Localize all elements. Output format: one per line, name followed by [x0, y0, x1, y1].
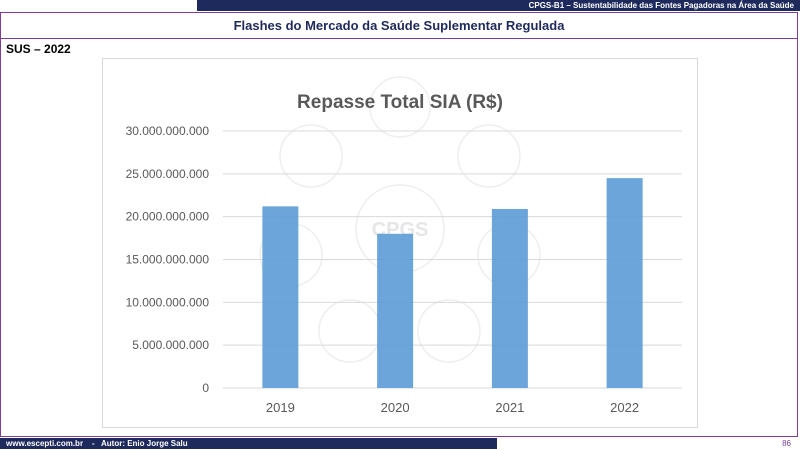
bars: [262, 178, 643, 388]
top-banner-text: CPGS-B1 – Sustentabilidade das Fontes Pa…: [528, 1, 794, 10]
y-tick-label: 10.000.000.000: [126, 295, 210, 309]
page-title: Flashes do Mercado da Saúde Suplementar …: [233, 18, 565, 33]
watermark-circle: [369, 76, 431, 138]
footer-bar: www.escepti.com.br - Autor: Enio Jorge S…: [0, 438, 497, 449]
bar-2022: [606, 178, 643, 388]
y-tick-label: 20.000.000.000: [126, 210, 210, 224]
x-tick-label: 2020: [381, 400, 410, 415]
watermark-circle: [318, 299, 382, 363]
y-axis-ticks: 0 5.000.000.000 10.000.000.000 15.000.000.0…: [126, 124, 210, 395]
y-tick-label: 0: [202, 381, 209, 395]
x-tick-label: 2022: [610, 400, 639, 415]
x-tick-label: 2021: [495, 400, 524, 415]
section-label: SUS – 2022: [6, 42, 71, 56]
y-tick-label: 5.000.000.000: [132, 338, 209, 352]
chart-container: CPGS Repasse Total SIA (R$) 0 5.000.000.0…: [102, 58, 698, 428]
watermark-circle: [457, 124, 521, 188]
x-axis-ticks: 2019 2020 2021 2022: [266, 400, 639, 415]
bar-2021: [491, 208, 528, 388]
slide-frame: Flashes do Mercado da Saúde Suplementar …: [0, 12, 798, 437]
y-tick-label: 25.000.000.000: [126, 167, 210, 181]
page-number: 86: [782, 439, 791, 448]
y-tick-label: 30.000.000.000: [126, 124, 210, 138]
watermark-circle: [417, 299, 481, 363]
title-band: Flashes do Mercado da Saúde Suplementar …: [1, 13, 797, 39]
watermark-circle: [279, 124, 343, 188]
chart-title: Repasse Total SIA (R$): [297, 92, 503, 113]
bar-chart: CPGS Repasse Total SIA (R$) 05.000.000.0…: [126, 76, 682, 415]
bar-2020: [377, 233, 414, 388]
bar-2019: [262, 206, 299, 388]
x-tick-label: 2019: [266, 400, 295, 415]
y-tick-label: 15.000.000.000: [126, 253, 210, 267]
gridlines: [223, 130, 682, 389]
top-banner: CPGS-B1 – Sustentabilidade das Fontes Pa…: [197, 0, 800, 11]
footer-text: www.escepti.com.br - Autor: Enio Jorge S…: [6, 439, 188, 448]
